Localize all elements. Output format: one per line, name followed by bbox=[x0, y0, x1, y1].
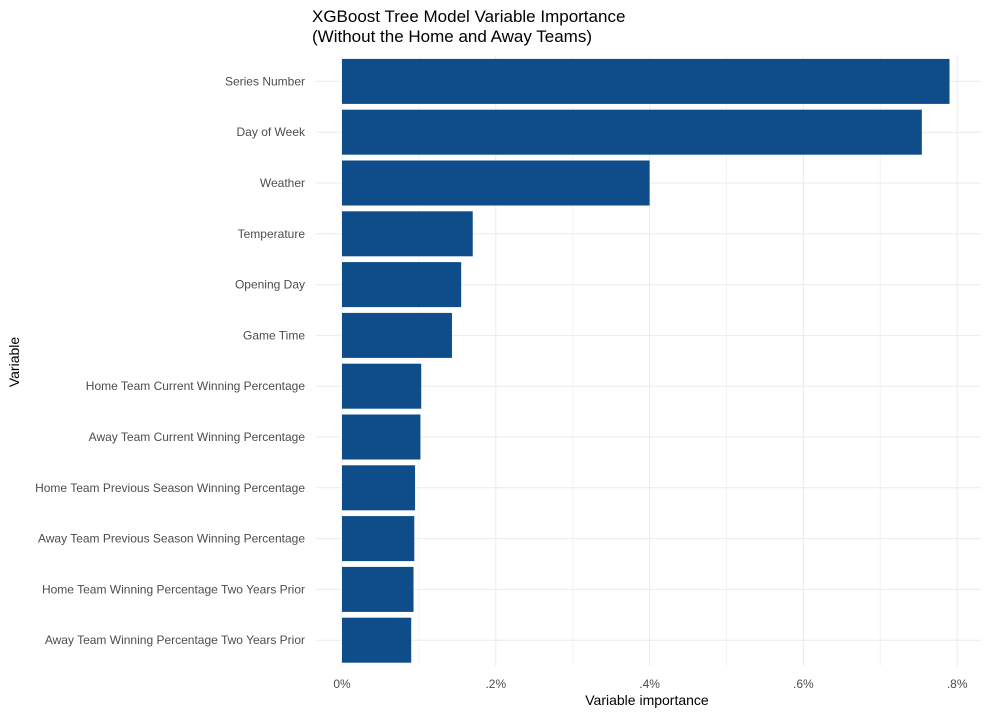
chart-title-line-2: (Without the Home and Away Teams) bbox=[312, 27, 593, 46]
y-tick-label: Home Team Current Winning Percentage bbox=[86, 379, 306, 393]
x-tick-label: 0% bbox=[333, 677, 351, 691]
x-axis-title: Variable importance bbox=[585, 692, 709, 708]
y-tick-label: Weather bbox=[260, 176, 305, 190]
bar-away-team-winning-percentage-two-years-prior bbox=[342, 617, 412, 663]
y-tick-labels: Series Number Day of Week Weather Temperatu… bbox=[35, 74, 306, 647]
x-tick-labels: 0% .2% .4% .6% .8% bbox=[333, 677, 968, 691]
bar-away-team-previous-season-winning-percentage bbox=[342, 516, 415, 562]
x-tick-label: .2% bbox=[485, 677, 506, 691]
bar-home-team-winning-percentage-two-years-prior bbox=[342, 566, 414, 612]
y-tick-label: Series Number bbox=[225, 74, 305, 88]
x-tick-label: .6% bbox=[793, 677, 814, 691]
bar-day-of-week bbox=[342, 109, 922, 155]
bar-game-time bbox=[342, 312, 452, 358]
chart-title-line-1: XGBoost Tree Model Variable Importance bbox=[312, 7, 626, 26]
bar-weather bbox=[342, 160, 650, 206]
y-tick-label: Home Team Winning Percentage Two Years P… bbox=[42, 582, 305, 596]
x-tick-label: .8% bbox=[947, 677, 968, 691]
y-tick-label: Away Team Winning Percentage Two Years P… bbox=[45, 633, 305, 647]
bar-series-number bbox=[342, 58, 950, 104]
bar-home-team-current-winning-percentage bbox=[342, 363, 422, 409]
y-tick-label: Away Team Current Winning Percentage bbox=[89, 430, 306, 444]
y-axis-title: Variable bbox=[6, 337, 22, 388]
x-tick-label: .4% bbox=[639, 677, 660, 691]
bar-opening-day bbox=[342, 262, 462, 308]
y-tick-label: Home Team Previous Season Winning Percen… bbox=[35, 481, 305, 495]
bar-temperature bbox=[342, 211, 473, 257]
bar-away-team-current-winning-percentage bbox=[342, 414, 421, 460]
bar-home-team-previous-season-winning-percentage bbox=[342, 465, 416, 511]
y-tick-label: Away Team Previous Season Winning Percen… bbox=[38, 532, 305, 546]
y-tick-label: Game Time bbox=[243, 328, 305, 342]
bars bbox=[342, 58, 950, 663]
chart-title: XGBoost Tree Model Variable Importance (… bbox=[312, 7, 625, 47]
y-tick-label: Temperature bbox=[238, 227, 306, 241]
y-tick-label: Opening Day bbox=[235, 278, 305, 292]
y-tick-label: Day of Week bbox=[237, 125, 306, 139]
